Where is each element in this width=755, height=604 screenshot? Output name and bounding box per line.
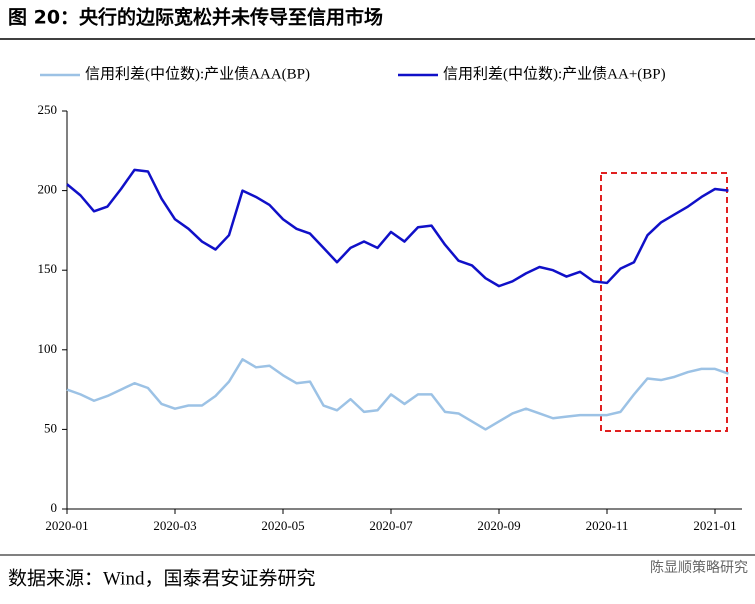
y-tick-label: 250 xyxy=(38,102,58,117)
x-tick-label: 2021-01 xyxy=(693,518,736,533)
y-tick-label: 0 xyxy=(51,500,58,515)
y-tick-label: 50 xyxy=(44,420,57,435)
highlight-box xyxy=(600,172,728,432)
series-line xyxy=(66,168,729,288)
x-tick-label: 2020-03 xyxy=(153,518,196,533)
legend-label: 信用利差(中位数):产业债AAA(BP) xyxy=(85,65,310,82)
watermark: 陈显顺策略研究 xyxy=(650,559,748,576)
x-tick-label: 2020-11 xyxy=(586,518,629,533)
x-tick-label: 2020-07 xyxy=(369,518,413,533)
y-tick-label: 200 xyxy=(38,182,58,197)
source: 数据来源：Wind，国泰君安证券研究 xyxy=(8,567,315,589)
x-tick-label: 2020-05 xyxy=(261,518,304,533)
y-tick-label: 150 xyxy=(38,261,58,276)
x-tick-label: 2020-09 xyxy=(477,518,520,533)
series-line xyxy=(66,358,729,431)
y-tick-label: 100 xyxy=(38,341,58,356)
chart-title: 图 20：央行的边际宽松并未传导至信用市场 xyxy=(8,6,383,29)
legend-label: 信用利差(中位数):产业债AA+(BP) xyxy=(443,65,666,82)
x-tick-label: 2020-01 xyxy=(45,518,88,533)
